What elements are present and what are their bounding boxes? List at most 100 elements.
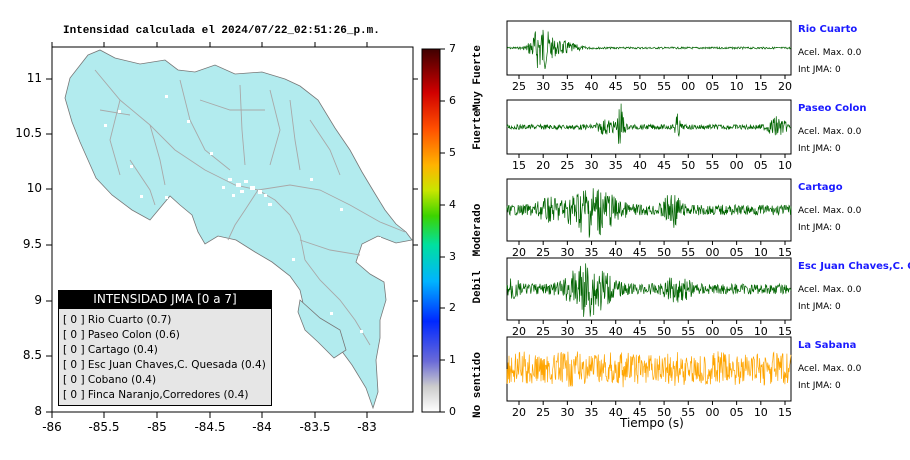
legend-entry: [ 0 ] Cartago (0.4): [63, 344, 158, 356]
seismogram-trace: [506, 351, 792, 388]
station-int: Int JMA: 0: [798, 65, 841, 75]
station-name: Esc Juan Chaves,C. Qu: [798, 261, 910, 272]
station-accel: Acel. Max. 0.0: [798, 285, 862, 295]
legend-entry: [ 0 ] Cobano (0.4): [63, 374, 157, 386]
seismogram-tick-label: 50: [657, 325, 672, 338]
map-y-tick-label: 8.5: [22, 348, 42, 362]
seismogram-tick-label: 30: [560, 325, 575, 338]
station-accel: Acel. Max. 0.0: [798, 48, 862, 58]
seismogram-trace: [506, 263, 792, 317]
seismogram-xlabel: Tiempo (s): [620, 416, 684, 430]
seismogram-tick-label: 20: [778, 80, 792, 93]
colorbar-tick-label: 5: [449, 146, 456, 159]
map-x-tick-label: -86: [42, 420, 62, 434]
map-x-ticks: [51, 42, 368, 418]
colorbar-tick-label: 1: [449, 353, 456, 366]
map-x-tick-label: -85.5: [88, 420, 120, 434]
colorbar-category-label: Moderado: [472, 203, 484, 257]
seismogram-tick-label: 15: [778, 246, 792, 259]
legend-title: INTENSIDAD JMA [0 a 7]: [58, 290, 272, 308]
seismogram-tick-label: 45: [632, 246, 647, 259]
seismogram-tick-label: 10: [778, 159, 792, 172]
station-accel: Acel. Max. 0.0: [798, 364, 862, 374]
seismogram-tick-label: 10: [753, 325, 768, 338]
station-name: Paseo Colon: [798, 103, 867, 114]
seismogram-tick-label: 20: [512, 325, 526, 338]
station-name: Cartago: [798, 182, 843, 193]
seismogram-tick-label: 55: [657, 80, 672, 93]
seismogram-tick-label: 15: [778, 325, 792, 338]
seismogram-tick-label: 00: [729, 159, 744, 172]
colorbar-category-label: No sentido: [472, 351, 484, 419]
station-accel: Acel. Max. 0.0: [798, 127, 862, 137]
seismogram-tick-label: 40: [608, 406, 623, 419]
costa-rica-land: [64, 49, 413, 410]
seismogram-tick-label: 35: [584, 246, 599, 259]
colorbar-category-label: Muy Fuerte: [472, 44, 484, 112]
seismogram-tick-label: 10: [753, 406, 768, 419]
seismogram-tick-label: 10: [729, 80, 744, 93]
seismogram-tick-label: 30: [560, 246, 575, 259]
map-x-tick-label: -84: [252, 420, 272, 434]
seismogram-tick-label: 55: [705, 159, 720, 172]
seismogram-tick-label: 30: [584, 159, 599, 172]
map-title: Intensidad calculada el 2024/07/22_02:51…: [63, 25, 380, 37]
station-int: Int JMA: 0: [798, 223, 841, 233]
station-int: Int JMA: 0: [798, 144, 841, 154]
colorbar-tick-label: 7: [449, 42, 456, 55]
map-y-ticks: [46, 78, 418, 413]
map-y-tick-label: 8: [34, 404, 42, 418]
station-accel: Acel. Max. 0.0: [798, 206, 862, 216]
map-y-tick-label: 9: [34, 293, 42, 307]
seismogram-trace: [506, 29, 792, 69]
seismogram-tick-label: 15: [512, 159, 526, 172]
seismogram-tick-label: 05: [729, 406, 744, 419]
seismogram-tick-label: 45: [608, 80, 623, 93]
seismogram-tick-label: 30: [536, 80, 551, 93]
seismogram-tick-label: 50: [632, 80, 647, 93]
colorbar-tick-label: 6: [449, 94, 456, 107]
map-y-tick-label: 11: [26, 71, 42, 85]
seismogram-trace: [506, 188, 792, 238]
seismogram-tick-label: 05: [705, 80, 720, 93]
seismogram-tick-label: 55: [681, 406, 696, 419]
seismogram-tick-label: 15: [753, 80, 768, 93]
seismogram-tick-label: 35: [608, 159, 623, 172]
seismogram-trace: [506, 103, 792, 144]
colorbar-category-label: Debil: [472, 270, 484, 304]
road-network: [94, 69, 406, 346]
station-int: Int JMA: 0: [798, 381, 841, 391]
town-markers: [104, 95, 381, 333]
seismogram-tick-label: 00: [705, 406, 720, 419]
colorbar-ticks: [440, 48, 445, 413]
seismogram-tick-label: 25: [512, 80, 526, 93]
colorbar-tick-label: 4: [449, 198, 456, 211]
seismogram-tick-label: 05: [729, 325, 744, 338]
seismogram-tick-label: 25: [536, 325, 551, 338]
seismogram-tick-label: 05: [753, 159, 768, 172]
osa-peninsula: [297, 299, 347, 359]
seismogram-tick-label: 45: [632, 406, 647, 419]
seismogram-tick-label: 40: [632, 159, 647, 172]
map-y-tick-label: 10: [26, 181, 42, 195]
legend-entry: [ 0 ] Finca Naranjo,Corredores (0.4): [63, 389, 249, 401]
legend-entry: [ 0 ] Paseo Colon (0.6): [63, 329, 180, 341]
seismogram-tick-label: 35: [584, 325, 599, 338]
seismogram-tick-label: 20: [512, 406, 526, 419]
seismogram-tick-label: 55: [681, 246, 696, 259]
seismogram-tick-label: 40: [584, 80, 599, 93]
legend-entry: [ 0 ] Rio Cuarto (0.7): [63, 314, 172, 326]
seismogram-tick-label: 05: [729, 246, 744, 259]
station-name: Rio Cuarto: [798, 24, 858, 35]
seismogram-tick-label: 50: [657, 406, 672, 419]
map-x-tick-label: -84.5: [194, 420, 226, 434]
station-name: La Sabana: [798, 340, 857, 351]
seismogram-tick-label: 00: [681, 80, 696, 93]
seismogram-tick-label: 25: [536, 406, 551, 419]
legend-box: [ 0 ] Rio Cuarto (0.7) [ 0 ] Paseo Colon…: [58, 308, 272, 406]
seismogram-tick-label: 40: [608, 246, 623, 259]
map-x-tick-label: -83: [357, 420, 377, 434]
seismogram-tick-label: 40: [608, 325, 623, 338]
colorbar-category-label: Fuerte: [472, 110, 484, 150]
